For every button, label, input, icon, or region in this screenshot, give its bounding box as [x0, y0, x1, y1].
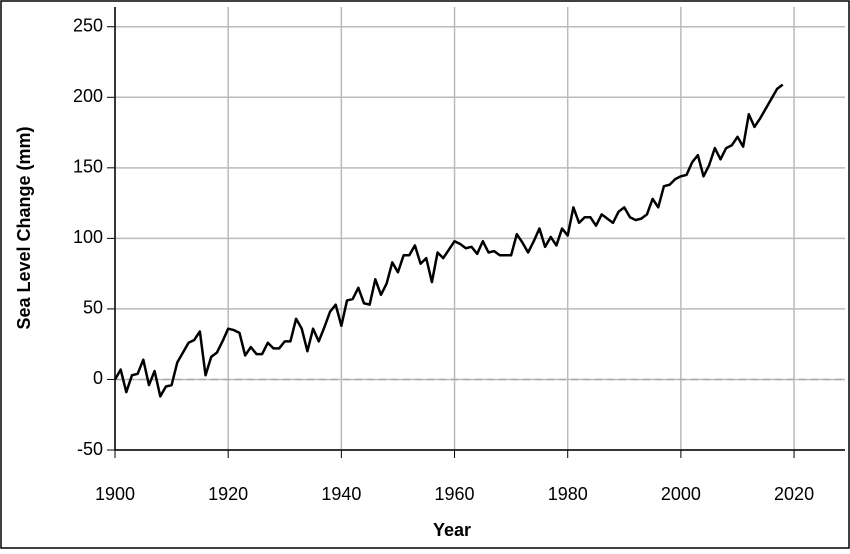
y-tick-label: -50 — [77, 439, 103, 459]
y-tick-label: 100 — [73, 227, 103, 247]
data-line — [113, 83, 784, 398]
y-tick-label: 0 — [93, 368, 103, 388]
x-tick-label: 1920 — [208, 484, 248, 504]
y-tick-label: 250 — [73, 16, 103, 36]
y-axis-title: Sea Level Change (mm) — [14, 126, 34, 329]
x-tick-label: 1980 — [548, 484, 588, 504]
y-tick-label: 50 — [83, 298, 103, 318]
y-tick-label: 200 — [73, 86, 103, 106]
x-tick-label: 2000 — [661, 484, 701, 504]
x-tick-label: 2020 — [774, 484, 814, 504]
x-tick-label: 1940 — [321, 484, 361, 504]
x-tick-label: 1900 — [95, 484, 135, 504]
x-axis-title: Year — [433, 520, 471, 540]
x-tick-label: 1960 — [435, 484, 475, 504]
y-tick-label: 150 — [73, 157, 103, 177]
